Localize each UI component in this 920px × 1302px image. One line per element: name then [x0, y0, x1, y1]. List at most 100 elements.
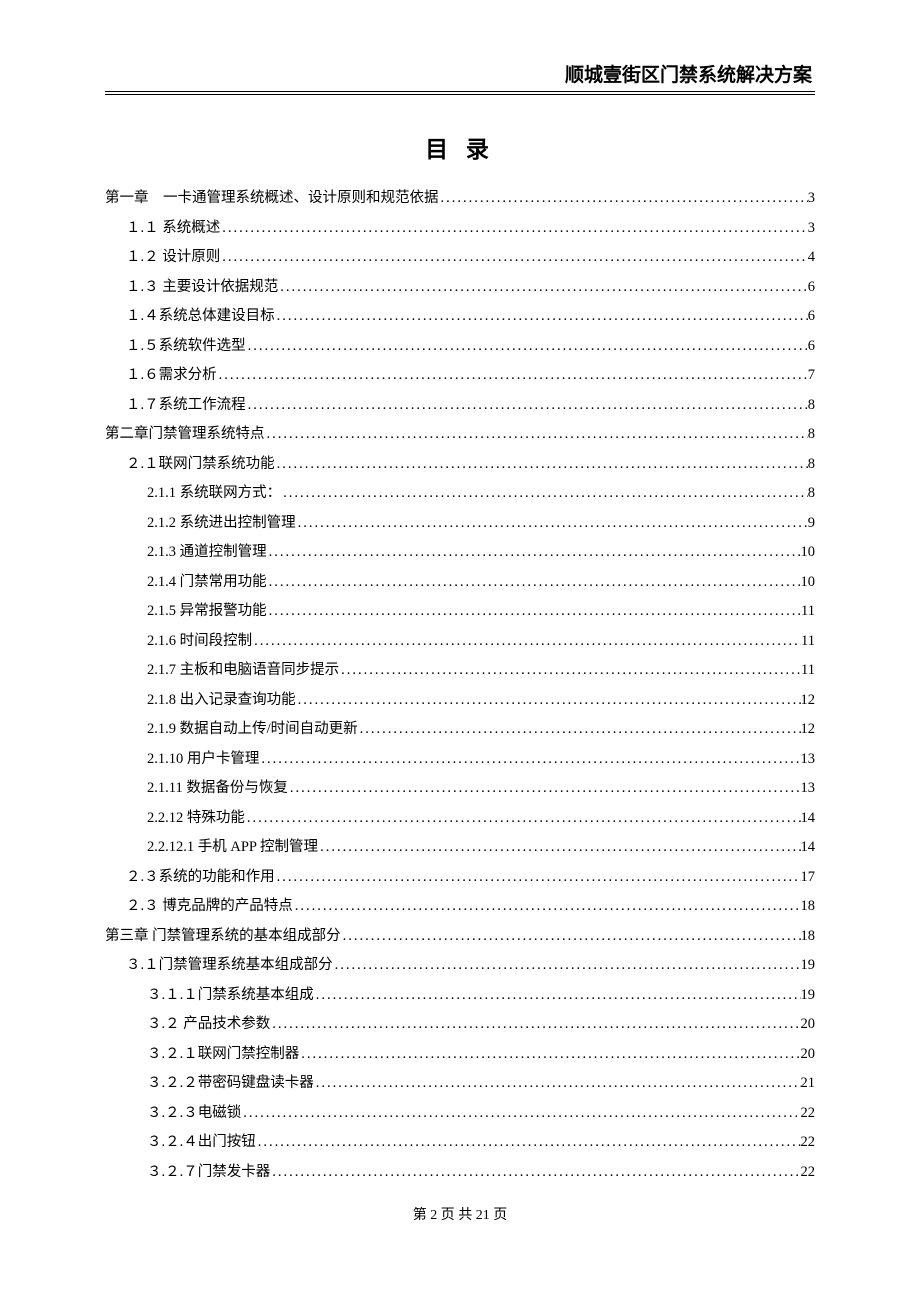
toc-entry-dots: [299, 1046, 800, 1063]
toc-entry: 第一章 一卡通管理系统概述、设计原则和规范依据 3: [105, 186, 815, 207]
toc-entry-label: １.６需求分析: [126, 363, 217, 384]
toc-entry-label: ３.２.４出门按钮: [147, 1130, 256, 1151]
toc-entry-page: 20: [801, 1046, 816, 1063]
toc-entry: ３.２.４出门按钮 22: [105, 1130, 815, 1151]
toc-entry-label: 第一章 一卡通管理系统概述、设计原则和规范依据: [105, 186, 439, 207]
toc-entry-label: ２.１联网门禁系统功能: [126, 452, 275, 473]
toc-entry-label: ３.１门禁管理系统基本组成部分: [126, 953, 333, 974]
toc-entry-label: １.７系统工作流程: [126, 393, 246, 414]
toc-entry-page: 4: [808, 249, 815, 266]
toc-entry-dots: [275, 869, 801, 886]
toc-entry-dots: [293, 898, 801, 915]
toc-entry-page: 11: [801, 662, 815, 679]
toc-entry-label: ２.３ 博克品牌的产品特点: [126, 894, 293, 915]
toc-entry-page: 3: [808, 190, 815, 207]
toc-entry-page: 19: [801, 957, 816, 974]
toc-entry-label: １.１ 系统概述: [126, 216, 220, 237]
toc-list: 第一章 一卡通管理系统概述、设计原则和规范依据 3 １.１ 系统概述3 １.２ 设计原…: [105, 186, 815, 1181]
toc-entry-dots: [341, 928, 801, 945]
toc-entry: ２.１联网门禁系统功能8: [105, 452, 815, 473]
toc-entry-label: ３.２.１联网门禁控制器: [147, 1042, 299, 1063]
toc-entry-dots: [270, 1164, 800, 1181]
document-page: 顺城壹街区门禁系统解决方案 目 录 第一章 一卡通管理系统概述、设计原则和规范依…: [0, 0, 920, 1229]
toc-entry-label: １.３ 主要设计依据规范: [126, 275, 278, 296]
toc-entry-page: 11: [801, 633, 815, 650]
toc-entry-dots: [246, 397, 808, 414]
toc-entry-page: 18: [801, 898, 816, 915]
toc-entry-dots: [220, 220, 808, 237]
toc-entry-dots: [278, 279, 808, 296]
toc-entry-label: １.４系统总体建设目标: [126, 304, 275, 325]
toc-entry-label: 2.1.2 系统进出控制管理: [147, 511, 296, 532]
toc-entry-dots: [217, 367, 808, 384]
toc-entry-page: 22: [801, 1164, 816, 1181]
toc-entry: 2.1.5 异常报警功能11: [105, 599, 815, 620]
toc-entry-dots: [358, 721, 801, 738]
toc-entry: １.５系统软件选型6: [105, 334, 815, 355]
toc-entry-dots: [270, 1016, 800, 1033]
toc-entry: 2.1.9 数据自动上传/时间自动更新12: [105, 717, 815, 738]
toc-entry: 2.1.10 用户卡管理13: [105, 747, 815, 768]
toc-entry: １.４系统总体建设目标 6: [105, 304, 815, 325]
toc-entry-dots: [267, 603, 801, 620]
toc-entry-page: 10: [801, 574, 816, 591]
toc-entry-label: ３.２.２带密码键盘读卡器: [147, 1071, 314, 1092]
toc-entry-page: 14: [801, 810, 816, 827]
toc-entry-page: 7: [808, 367, 815, 384]
toc-entry-dots: [256, 1134, 801, 1151]
toc-entry-dots: [314, 1075, 801, 1092]
toc-entry-page: 6: [808, 279, 815, 296]
toc-entry: ３.２.７门禁发卡器22: [105, 1160, 815, 1181]
toc-entry-dots: [267, 544, 801, 561]
toc-entry-dots: [296, 692, 801, 709]
toc-entry-label: ３.２ 产品技术参数: [147, 1012, 270, 1033]
toc-entry-label: 2.1.3 通道控制管理: [147, 540, 267, 561]
toc-entry-label: 2.1.4 门禁常用功能: [147, 570, 267, 591]
toc-entry-page: 17: [801, 869, 816, 886]
toc-entry-page: 9: [808, 515, 815, 532]
toc-entry-label: 2.1.7 主板和电脑语音同步提示: [147, 658, 339, 679]
toc-entry-dots: [265, 426, 808, 443]
toc-entry: 2.1.2 系统进出控制管理 9: [105, 511, 815, 532]
toc-entry: 2.1.1 系统联网方式： 8: [105, 481, 815, 502]
toc-entry-page: 6: [808, 308, 815, 325]
toc-entry-page: 12: [801, 721, 816, 738]
toc-entry: 2.2.12 特殊功能 14: [105, 806, 815, 827]
toc-entry-dots: [288, 780, 801, 797]
toc-entry-page: 21: [801, 1075, 816, 1092]
toc-entry-label: 2.1.10 用户卡管理: [147, 747, 259, 768]
page-footer: 第 2 页 共 21 页: [0, 1204, 920, 1224]
header-title: 顺城壹街区门禁系统解决方案: [105, 60, 815, 87]
toc-entry: 第二章门禁管理系统特点8: [105, 422, 815, 443]
toc-entry-page: 22: [801, 1134, 816, 1151]
toc-title: 目 录: [105, 130, 815, 164]
toc-entry-page: 8: [808, 397, 815, 414]
toc-entry-dots: [267, 574, 801, 591]
toc-entry-label: 2.1.8 出入记录查询功能: [147, 688, 296, 709]
toc-entry-dots: [275, 456, 808, 473]
toc-entry-page: 8: [808, 485, 815, 502]
toc-entry-label: 2.1.5 异常报警功能: [147, 599, 267, 620]
toc-entry-label: 2.1.6 时间段控制: [147, 629, 252, 650]
toc-entry-dots: [241, 1105, 800, 1122]
toc-entry-dots: [252, 633, 801, 650]
toc-entry-dots: [296, 515, 808, 532]
toc-entry: 2.1.4 门禁常用功能 10: [105, 570, 815, 591]
toc-entry: ３.２ 产品技术参数 20: [105, 1012, 815, 1033]
toc-entry-dots: [245, 810, 801, 827]
toc-entry-label: 2.1.1 系统联网方式：: [147, 481, 281, 502]
toc-entry: 2.2.12.1 手机 APP 控制管理14: [105, 835, 815, 856]
toc-entry: ３.１.１门禁系统基本组成19: [105, 983, 815, 1004]
toc-entry-label: １.２ 设计原则: [126, 245, 220, 266]
toc-entry-label: ３.２.３电磁锁: [147, 1101, 241, 1122]
toc-entry-page: 20: [801, 1016, 816, 1033]
toc-entry-dots: [318, 839, 800, 856]
toc-entry: ３.２.２带密码键盘读卡器 21: [105, 1071, 815, 1092]
toc-entry-dots: [281, 485, 808, 502]
toc-entry-label: 2.2.12.1 手机 APP 控制管理: [147, 835, 318, 856]
toc-entry: １.２ 设计原则 4: [105, 245, 815, 266]
toc-entry: 第三章 门禁管理系统的基本组成部分18: [105, 924, 815, 945]
toc-entry-label: 2.2.12 特殊功能: [147, 806, 245, 827]
toc-entry: 2.1.7 主板和电脑语音同步提示 11: [105, 658, 815, 679]
toc-entry: １.１ 系统概述3: [105, 216, 815, 237]
